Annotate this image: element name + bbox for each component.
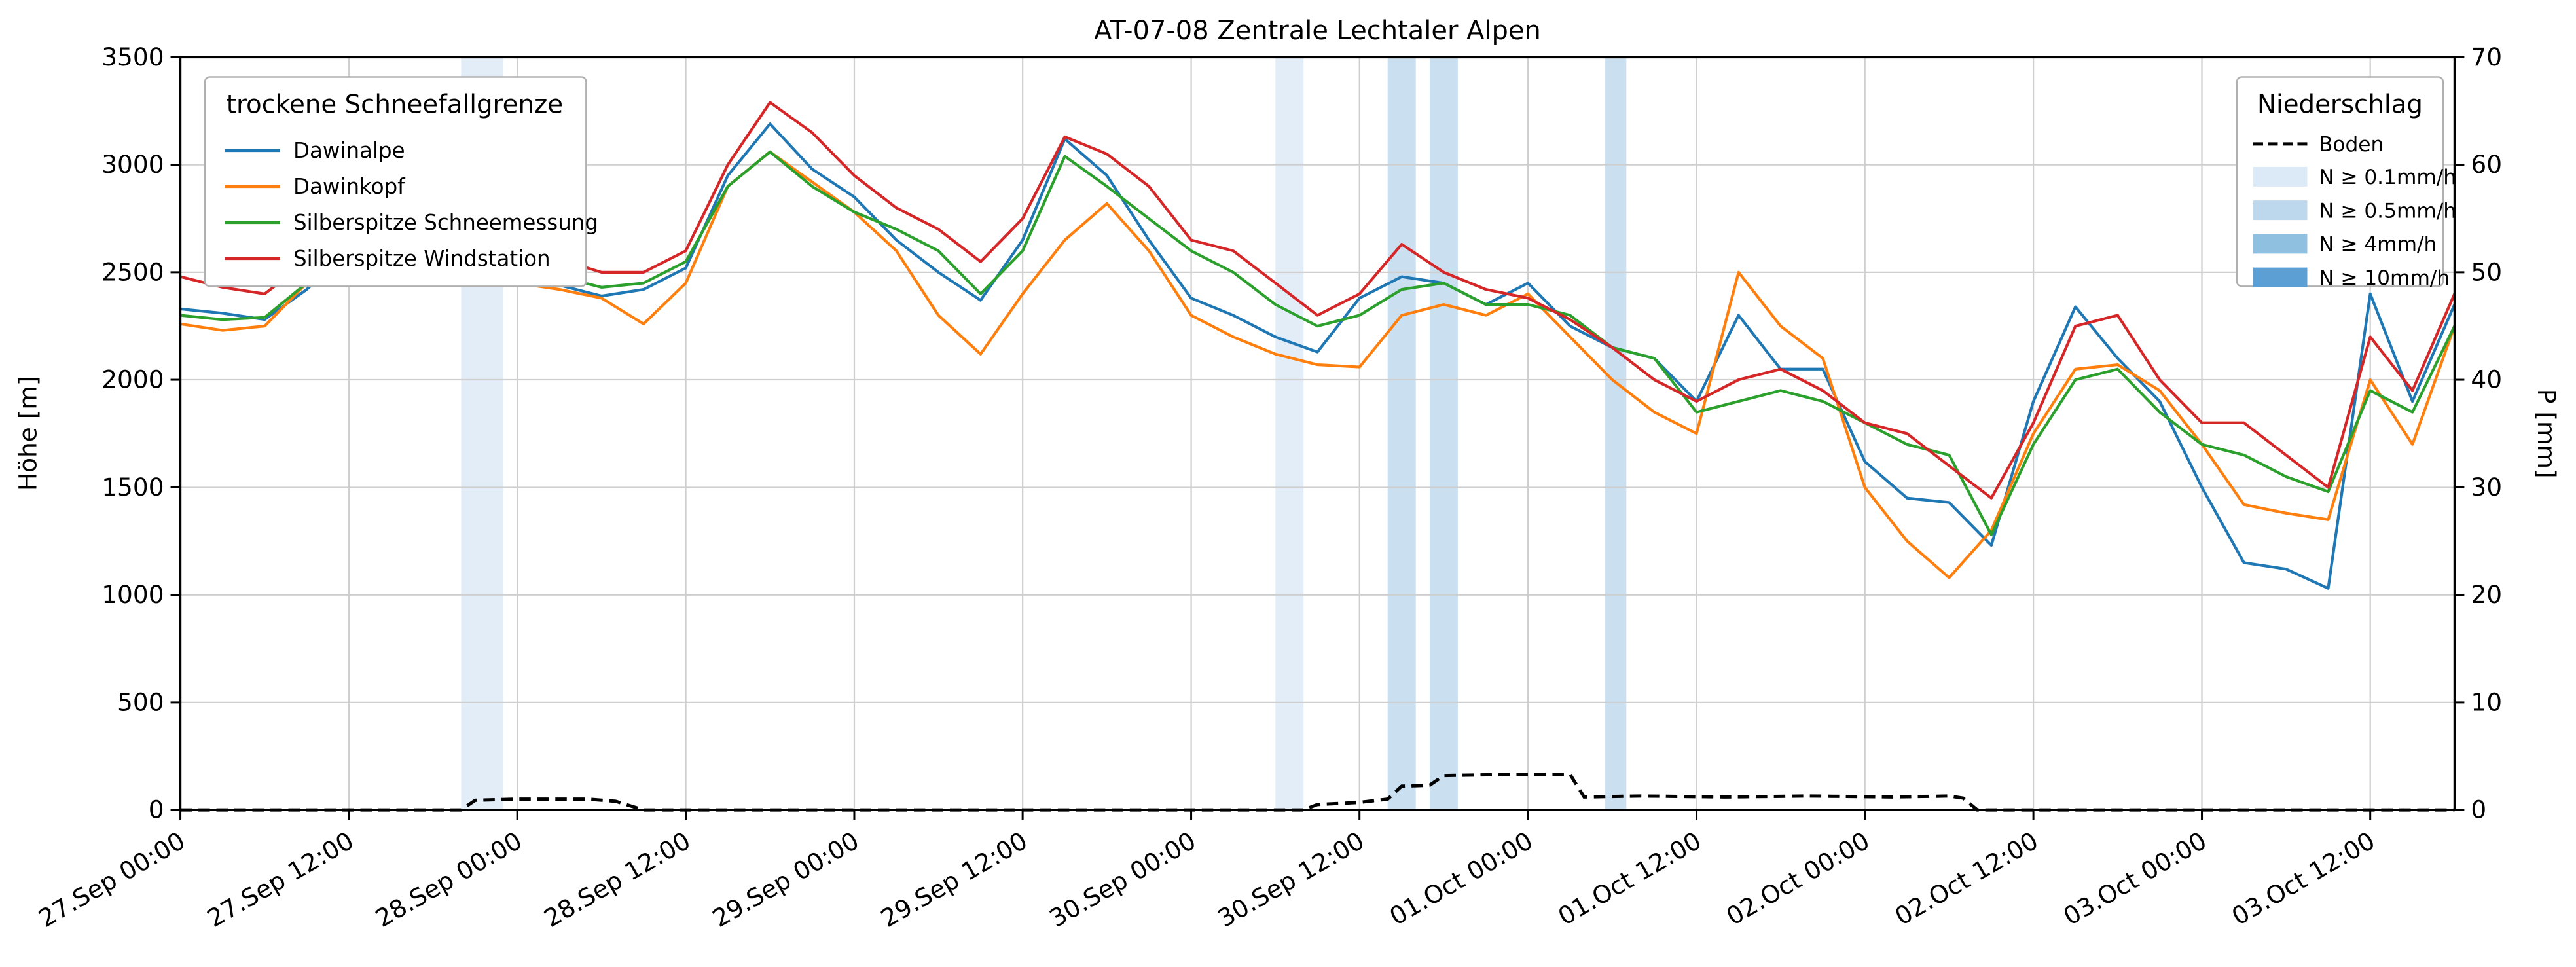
y-tick-label: 20 (2471, 580, 2502, 609)
y-tick-label: 60 (2471, 150, 2502, 179)
y-axis-left-label: Höhe [m] (14, 376, 43, 492)
y-axis-left: 0 500 1000 1500 2000 2500 3000 3500 (101, 43, 181, 824)
precip-band (1275, 57, 1304, 811)
x-tick-label: 29.Sep 12:00 (876, 826, 1032, 933)
x-tick-label: 27.Sep 12:00 (202, 826, 359, 933)
plot-frame (179, 56, 2456, 811)
legend-swatch (2253, 267, 2308, 287)
legend-title: trockene Schneefallgrenze (227, 90, 563, 119)
y-tick-label: 10 (2471, 687, 2502, 716)
boden-line (180, 773, 2455, 812)
legend-swatch (2253, 200, 2308, 221)
y-tick-label: 500 (117, 687, 164, 716)
x-tick-label: 29.Sep 00:00 (708, 826, 864, 933)
legend-precipitation: Niederschlag Boden N ≥ 0.1mm/h N ≥ 0.5mm/h N… (2236, 76, 2456, 290)
x-tick-label: 02.Oct 12:00 (1890, 826, 2043, 931)
plot-area: 0 500 1000 1500 2000 2500 3000 3500 0 10 20 30 40 50 6… (33, 43, 2502, 933)
legend-title: Niederschlag (2257, 90, 2423, 119)
y-tick-label: 3500 (101, 43, 164, 71)
legend-item-label: Dawinalpe (293, 138, 405, 163)
y-tick-label: 50 (2471, 257, 2502, 286)
x-tick-label: 01.Oct 12:00 (1553, 826, 1706, 931)
x-tick-label: 28.Sep 12:00 (539, 826, 695, 933)
chart-title: AT-07-08 Zentrale Lechtaler Alpen (1094, 16, 1541, 46)
legend-item-label: Boden (2319, 133, 2384, 156)
precip-band (1605, 57, 1627, 811)
legend-item-label: Silberspitze Windstation (293, 246, 551, 271)
y-tick-label: 1000 (101, 580, 164, 609)
y-tick-label: 0 (149, 795, 164, 824)
x-tick-label: 30.Sep 00:00 (1044, 826, 1201, 933)
y-tick-label: 2500 (101, 257, 164, 286)
y-tick-label: 70 (2471, 43, 2502, 71)
x-tick-label: 30.Sep 12:00 (1213, 826, 1370, 933)
legend-item-label: Silberspitze Schneemessung (293, 210, 598, 235)
x-axis: 27.Sep 00:00 27.Sep 12:00 28.Sep 00:00 28.S… (33, 810, 2380, 933)
legend-item-label: Dawinkopf (293, 174, 406, 199)
y-tick-label: 3000 (101, 150, 164, 179)
legend-item-label: N ≥ 0.1mm/h (2319, 166, 2456, 189)
precip-band (1387, 57, 1416, 811)
precip-band (1429, 57, 1458, 811)
x-tick-label: 03.Oct 12:00 (2227, 826, 2380, 931)
legend-snowline: trockene Schneefallgrenze Dawinalpe Dawink… (204, 76, 598, 287)
y-tick-label: 40 (2471, 365, 2502, 394)
x-tick-label: 01.Oct 00:00 (1385, 826, 1538, 931)
legend-item-label: N ≥ 4mm/h (2319, 233, 2437, 257)
y-axis-right: 0 10 20 30 40 50 60 70 (2454, 43, 2502, 824)
legend-swatch (2253, 234, 2308, 254)
legend-swatch (2253, 166, 2308, 187)
x-tick-label: 03.Oct 00:00 (2058, 826, 2211, 931)
x-tick-label: 28.Sep 00:00 (371, 826, 527, 933)
x-tick-label: 02.Oct 00:00 (1722, 826, 1875, 931)
series-line-dawinkopf (179, 146, 2456, 579)
y-tick-label: 2000 (101, 365, 164, 394)
y-tick-label: 0 (2471, 795, 2486, 824)
x-tick-label: 27.Sep 00:00 (33, 826, 190, 933)
legend-box (204, 76, 587, 287)
y-axis-right-label: P [mm] (2532, 389, 2561, 479)
y-tick-label: 1500 (101, 473, 164, 502)
y-tick-label: 30 (2471, 473, 2502, 502)
legend-item-label: N ≥ 10mm/h (2319, 266, 2450, 290)
legend-item-label: N ≥ 0.5mm/h (2319, 199, 2456, 223)
